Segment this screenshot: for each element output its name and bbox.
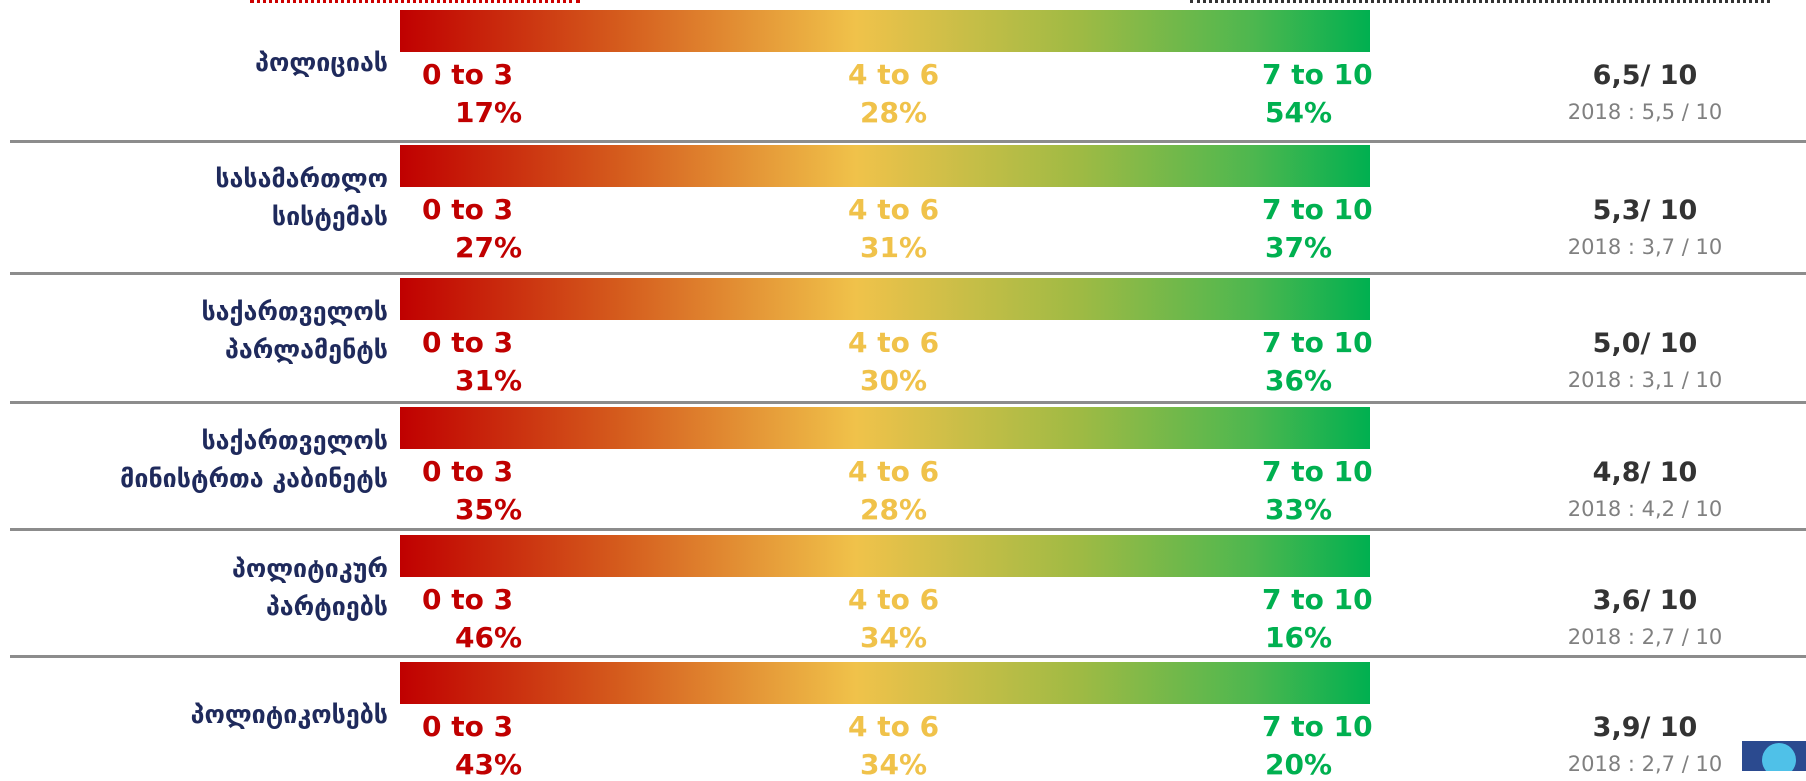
row-divider: [10, 528, 1806, 531]
range-label: 7 to 10: [1262, 58, 1373, 91]
gradient-bar: [400, 407, 1370, 449]
gradient-bar: [400, 10, 1370, 52]
row-divider: [10, 401, 1806, 404]
range-label: 7 to 10: [1262, 455, 1373, 488]
range-label: 0 to 3: [422, 455, 514, 488]
range-label: 7 to 10: [1262, 710, 1373, 743]
row-divider: [10, 655, 1806, 658]
top-dotted-rule-left: [250, 0, 580, 3]
range-label: 4 to 6: [848, 58, 940, 91]
percent-value: 31%: [455, 364, 523, 397]
percent-value: 43%: [455, 748, 523, 781]
category-label-line: მინისტრთა კაბინეტს: [120, 463, 388, 493]
percent-value: 28%: [860, 493, 928, 526]
chart-row: სასამართლო სისტემას 0 to 3 27% 4 to 6 31% 7 to…: [0, 135, 1806, 264]
category-label: პოლიციას: [255, 0, 388, 125]
percent-value: 37%: [1265, 231, 1333, 264]
score-value: 3,9/ 10: [1592, 712, 1698, 743]
category-label: საქართველოს პარლამენტს: [201, 268, 388, 393]
range-label: 4 to 6: [848, 710, 940, 743]
row-divider: [10, 140, 1806, 143]
category-label-line: პარტიებს: [265, 591, 388, 621]
percent-value: 28%: [860, 96, 928, 129]
percent-value: 35%: [455, 493, 523, 526]
top-dotted-rule-right: [1190, 0, 1770, 3]
category-label-line: საქართველოს: [201, 296, 388, 326]
score-value: 6,5/ 10: [1592, 60, 1698, 91]
previous-score: 2018 : 3,7 / 10: [1567, 235, 1723, 259]
range-label: 7 to 10: [1262, 583, 1373, 616]
category-label-line: საქართველოს: [201, 425, 388, 455]
percent-value: 27%: [455, 231, 523, 264]
chart-row: პოლიტიკოსებს 0 to 3 43% 4 to 6 34% 7 to 10 20%…: [0, 652, 1806, 781]
category-label-line: პოლიციას: [255, 47, 388, 77]
score-value: 5,3/ 10: [1592, 195, 1698, 226]
percent-value: 34%: [860, 748, 928, 781]
previous-score: 2018 : 4,2 / 10: [1567, 497, 1723, 521]
percent-value: 30%: [860, 364, 928, 397]
range-label: 0 to 3: [422, 58, 514, 91]
category-label: საქართველოს მინისტრთა კაბინეტს: [120, 397, 388, 522]
chart-row: პოლიციას 0 to 3 17% 4 to 6 28% 7 to 10 54% 6,5/…: [0, 0, 1806, 129]
gradient-bar: [400, 535, 1370, 577]
gradient-bar: [400, 145, 1370, 187]
range-label: 0 to 3: [422, 193, 514, 226]
category-label: პოლიტიკოსებს: [191, 652, 388, 777]
score-value: 4,8/ 10: [1592, 457, 1698, 488]
chart-row: საქართველოს პარლამენტს 0 to 3 31% 4 to 6 30% 7…: [0, 268, 1806, 397]
range-label: 7 to 10: [1262, 193, 1373, 226]
range-label: 4 to 6: [848, 193, 940, 226]
category-label-line: პოლიტიკურ: [232, 553, 388, 583]
score-value: 3,6/ 10: [1592, 585, 1698, 616]
previous-score: 2018 : 3,1 / 10: [1567, 368, 1723, 392]
range-label: 4 to 6: [848, 326, 940, 359]
range-label: 0 to 3: [422, 583, 514, 616]
percent-value: 36%: [1265, 364, 1333, 397]
percent-value: 34%: [860, 621, 928, 654]
chart-row: საქართველოს მინისტრთა კაბინეტს 0 to 3 35% 4 …: [0, 397, 1806, 526]
percent-value: 16%: [1265, 621, 1333, 654]
range-label: 0 to 3: [422, 326, 514, 359]
category-label: პოლიტიკურ პარტიებს: [232, 525, 388, 650]
category-label-line: პარლამენტს: [225, 334, 388, 364]
category-label: სასამართლო სისტემას: [215, 135, 388, 260]
score-value: 5,0/ 10: [1592, 328, 1698, 359]
range-label: 7 to 10: [1262, 326, 1373, 359]
range-label: 4 to 6: [848, 455, 940, 488]
row-divider: [10, 272, 1806, 275]
percent-value: 17%: [455, 96, 523, 129]
category-label-line: სასამართლო: [215, 163, 388, 193]
percent-value: 46%: [455, 621, 523, 654]
percent-value: 20%: [1265, 748, 1333, 781]
previous-score: 2018 : 5,5 / 10: [1567, 100, 1723, 124]
gradient-bar: [400, 662, 1370, 704]
previous-score: 2018 : 2,7 / 10: [1567, 625, 1723, 649]
range-label: 0 to 3: [422, 710, 514, 743]
category-label-line: პოლიტიკოსებს: [190, 699, 388, 729]
range-label: 4 to 6: [848, 583, 940, 616]
previous-score: 2018 : 2,7 / 10: [1567, 752, 1723, 776]
brand-logo-icon: [1742, 741, 1806, 771]
percent-value: 31%: [860, 231, 928, 264]
gradient-bar: [400, 278, 1370, 320]
percent-value: 54%: [1265, 96, 1333, 129]
category-label-line: სისტემას: [271, 201, 388, 231]
percent-value: 33%: [1265, 493, 1333, 526]
chart-row: პოლიტიკურ პარტიებს 0 to 3 46% 4 to 6 34% 7 to …: [0, 525, 1806, 654]
top-decoration: [0, 0, 1806, 8]
